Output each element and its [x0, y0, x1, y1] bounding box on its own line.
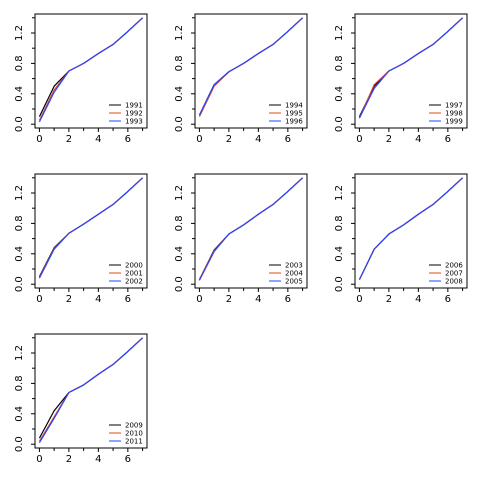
y-tick-label: 0.4	[174, 246, 185, 262]
plot-frame	[34, 173, 148, 289]
x-tick-label: 2	[386, 134, 392, 145]
x-tick-label: 6	[125, 134, 131, 145]
x-tick-label: 6	[125, 454, 131, 465]
x-tick-label: 4	[415, 294, 421, 305]
legend-label: 2003	[285, 262, 303, 270]
y-tick-label: 0.0	[14, 116, 25, 132]
y-tick-label: 0.4	[334, 246, 345, 262]
x-tick-label: 4	[95, 454, 101, 465]
legend-label: 1991	[125, 102, 143, 110]
legend-label: 1998	[445, 110, 463, 118]
x-tick-label: 2	[66, 294, 72, 305]
y-tick-label: 0.0	[334, 116, 345, 132]
y-tick-label: 0.8	[334, 55, 345, 71]
series-line-1999	[358, 17, 463, 119]
y-tick-label: 0.4	[14, 86, 25, 102]
x-tick-label: 0	[36, 454, 42, 465]
legend-label: 1999	[445, 118, 463, 126]
plot-frame	[34, 333, 148, 449]
legend-label: 2006	[445, 262, 463, 270]
x-tick-label: 0	[196, 134, 202, 145]
x-tick-label: 0	[356, 294, 362, 305]
y-tick-label: 0.0	[174, 276, 185, 292]
y-tick-label: 0.4	[14, 246, 25, 262]
y-tick-label: 0.4	[334, 86, 345, 102]
legend-label: 2008	[445, 278, 463, 286]
series-line-1993	[38, 17, 143, 123]
legend-label: 1993	[125, 118, 143, 126]
plot-frame	[354, 13, 468, 129]
legend-label: 2007	[445, 270, 463, 278]
y-tick-label: 0.4	[14, 406, 25, 422]
x-tick-label: 6	[285, 294, 291, 305]
x-tick-label: 0	[356, 134, 362, 145]
legend-label: 2011	[125, 438, 143, 446]
y-tick-label: 1.2	[14, 25, 25, 41]
y-tick-label: 0.8	[14, 215, 25, 231]
legend-label: 2004	[285, 270, 303, 278]
plot-frame	[354, 173, 468, 289]
x-tick-label: 2	[226, 294, 232, 305]
x-tick-label: 4	[255, 294, 261, 305]
y-tick-label: 1.2	[14, 185, 25, 201]
series-line-2011	[38, 337, 143, 443]
series-line-2008	[358, 177, 463, 280]
legend-label: 1996	[285, 118, 303, 126]
x-tick-label: 4	[415, 134, 421, 145]
x-tick-label: 2	[66, 134, 72, 145]
legend-label: 1995	[285, 110, 303, 118]
x-tick-label: 6	[445, 294, 451, 305]
y-tick-label: 1.2	[14, 345, 25, 361]
y-tick-label: 1.2	[334, 25, 345, 41]
y-tick-label: 0.0	[174, 116, 185, 132]
x-tick-label: 2	[386, 294, 392, 305]
legend-label: 2010	[125, 430, 143, 438]
y-tick-label: 0.0	[14, 276, 25, 292]
y-tick-label: 0.0	[334, 276, 345, 292]
plot-frame	[34, 13, 148, 129]
y-tick-label: 1.2	[174, 25, 185, 41]
x-tick-label: 0	[36, 294, 42, 305]
x-tick-label: 6	[445, 134, 451, 145]
y-tick-label: 0.4	[174, 86, 185, 102]
legend-label: 2005	[285, 278, 303, 286]
y-tick-label: 1.2	[174, 185, 185, 201]
plot-frame	[194, 173, 308, 289]
y-tick-label: 0.0	[14, 436, 25, 452]
y-tick-label: 0.8	[174, 215, 185, 231]
legend-label: 2002	[125, 278, 143, 286]
x-tick-label: 2	[66, 454, 72, 465]
y-tick-label: 0.8	[14, 375, 25, 391]
x-tick-label: 4	[95, 294, 101, 305]
x-tick-label: 6	[285, 134, 291, 145]
series-line-1996	[198, 17, 303, 116]
y-tick-label: 0.8	[334, 215, 345, 231]
series-line-2005	[198, 177, 303, 281]
x-tick-label: 2	[226, 134, 232, 145]
legend-label: 1994	[285, 102, 303, 110]
legend-label: 1997	[445, 102, 463, 110]
legend-label: 1992	[125, 110, 143, 118]
x-tick-label: 4	[255, 134, 261, 145]
legend-label: 2009	[125, 422, 143, 430]
y-tick-label: 1.2	[334, 185, 345, 201]
legend-label: 2001	[125, 270, 143, 278]
plot-frame	[194, 13, 308, 129]
series-line-2002	[38, 177, 143, 279]
x-tick-label: 4	[95, 134, 101, 145]
y-tick-label: 0.8	[174, 55, 185, 71]
x-tick-label: 0	[196, 294, 202, 305]
x-tick-label: 0	[36, 134, 42, 145]
y-tick-label: 0.8	[14, 55, 25, 71]
legend-label: 2000	[125, 262, 143, 270]
x-tick-label: 6	[125, 294, 131, 305]
